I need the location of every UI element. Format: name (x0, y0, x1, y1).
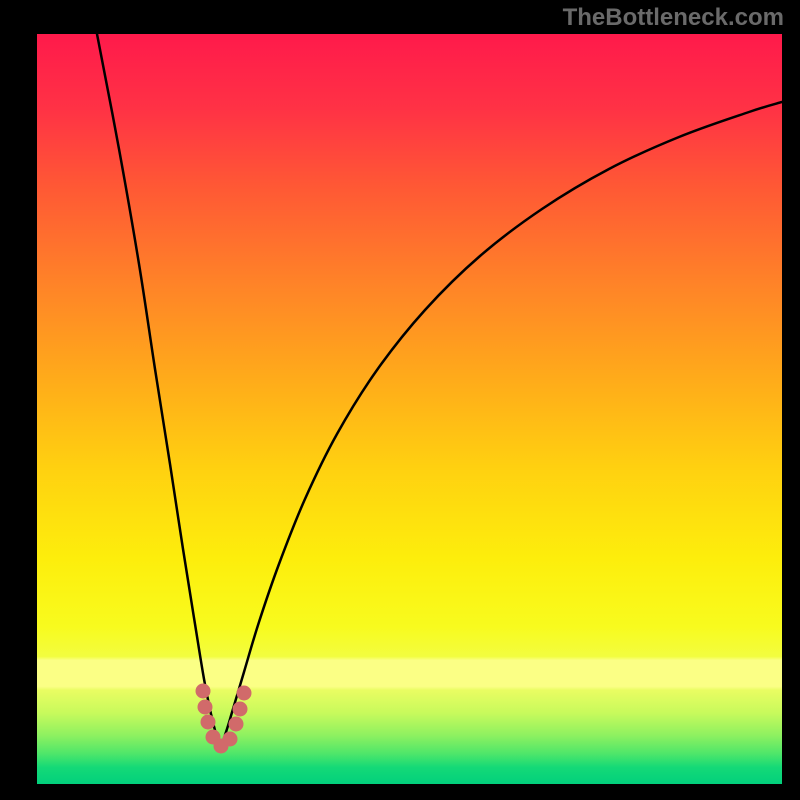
chart-container: TheBottleneck.com (0, 0, 800, 800)
gradient-background (37, 34, 782, 784)
bottleneck-plot (37, 34, 782, 784)
watermark-text: TheBottleneck.com (563, 4, 784, 32)
